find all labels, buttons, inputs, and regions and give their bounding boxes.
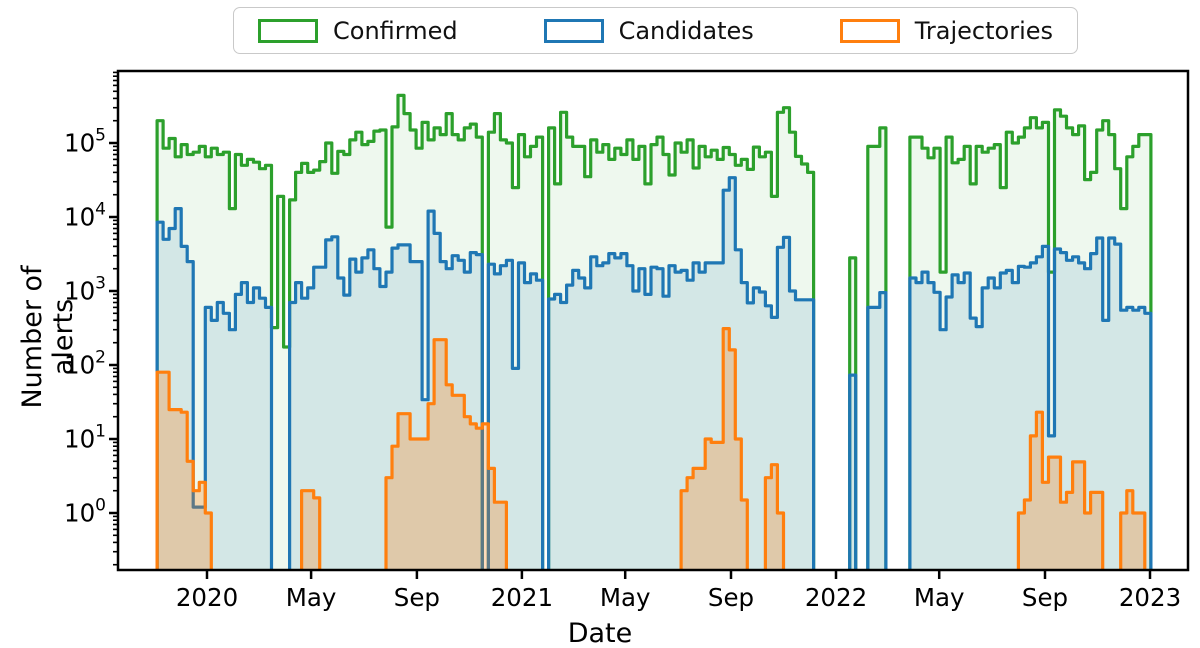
x-axis-label: Date [567,618,633,648]
legend-label-trajectories: Trajectories [914,16,1053,45]
legend-item-trajectories: Trajectories [839,16,1053,45]
svg-text:102: 102 [64,348,106,380]
svg-text:Sep: Sep [708,583,754,612]
legend-item-confirmed: Confirmed [258,16,458,45]
svg-text:Sep: Sep [1022,583,1068,612]
svg-text:Sep: Sep [394,583,440,612]
svg-text:May: May [600,583,651,612]
legend-patch-trajectories-icon [839,18,900,43]
svg-text:105: 105 [64,126,106,158]
svg-text:2023: 2023 [1119,583,1181,612]
legend-patch-candidates-icon [543,18,604,43]
svg-text:May: May [914,583,965,612]
chart-legend: Confirmed Candidates Trajectories [233,7,1078,54]
legend-patch-confirmed-icon [258,18,318,43]
svg-text:100: 100 [64,496,106,528]
svg-text:May: May [286,583,337,612]
svg-text:101: 101 [64,422,106,454]
svg-text:104: 104 [64,200,106,232]
svg-text:2021: 2021 [491,583,553,612]
svg-text:103: 103 [64,274,106,306]
legend-label-confirmed: Confirmed [333,16,458,45]
svg-text:2022: 2022 [805,583,867,612]
legend-label-candidates: Candidates [618,16,754,45]
svg-text:2020: 2020 [176,583,238,612]
legend-item-candidates: Candidates [543,16,754,45]
